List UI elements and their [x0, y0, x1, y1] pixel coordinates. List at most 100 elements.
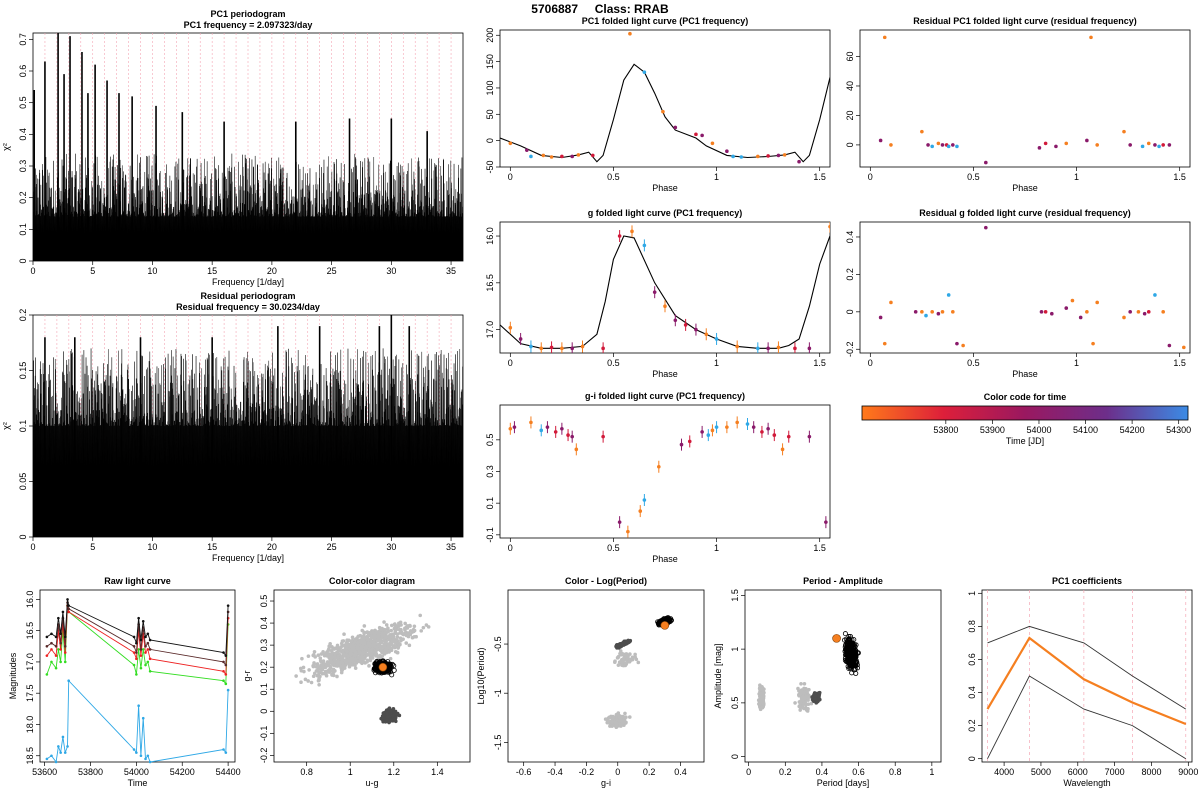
reference-point: [378, 627, 383, 632]
residual-g-folded-xtick-label: 1.5: [1173, 358, 1186, 368]
data-point: [936, 311, 941, 316]
reference-point: [383, 639, 387, 643]
period-amplitude-xtick-label: 0.6: [852, 767, 865, 777]
residual-g-folded-ytick-label: 0.4: [845, 231, 855, 244]
pc1-coefficients-xlabel: Wavelength: [1063, 778, 1110, 788]
g-folded-title: g folded light curve (PC1 frequency): [588, 208, 743, 218]
data-point: [1095, 143, 1099, 147]
data-point: [889, 300, 893, 305]
candidate-point: [848, 641, 854, 647]
data-point: [930, 144, 934, 149]
color-log-period-ytick-label: -0.5: [493, 636, 503, 652]
data-point: [930, 310, 934, 314]
color-color-ytick-label: 0.2: [259, 661, 269, 674]
data-point: [776, 345, 781, 350]
light-curve-point: [226, 688, 230, 692]
data-point: [706, 433, 711, 437]
color-log-period-frame: [507, 589, 705, 763]
data-point: [657, 464, 661, 469]
residual-g-folded-ytick-label: 0.2: [845, 268, 855, 281]
reference-point: [809, 701, 814, 706]
pc1-folded-xlabel: Phase: [652, 183, 678, 193]
color-log-period-xtick-label: -0.2: [579, 767, 595, 777]
reference-point: [371, 640, 376, 644]
color-bar-tick-label: 54300: [1166, 425, 1191, 435]
data-point: [541, 153, 546, 158]
reference-point: [328, 669, 333, 673]
light-curve-point: [224, 663, 228, 667]
pc1-coefficients-ytick-label: 0: [967, 756, 977, 761]
reference-point: [350, 645, 355, 650]
light-curve-point: [45, 654, 49, 657]
reference-point: [321, 649, 325, 654]
reference-point: [343, 658, 347, 663]
reference-point: [294, 674, 298, 678]
data-point: [601, 346, 605, 351]
reference-point: [627, 659, 632, 664]
reference-point: [395, 635, 400, 639]
data-point: [782, 153, 787, 157]
reference-point: [802, 686, 806, 691]
reference-point: [307, 668, 311, 672]
data-point: [772, 433, 777, 437]
light-curve-point: [139, 648, 143, 651]
data-point: [766, 426, 770, 431]
light-curve-point: [139, 654, 143, 657]
data-point: [700, 133, 704, 138]
residual-g-folded-panel: Residual g folded light curve (residual …: [845, 208, 1191, 379]
pc1-periodogram-ytick-label: 0: [18, 258, 28, 263]
raw-light-curve-ytick-label: 18.0: [25, 716, 35, 734]
reference-point: [346, 654, 350, 659]
reference-point: [330, 644, 334, 649]
color-bar-tick-label: 54100: [1073, 425, 1098, 435]
reference-point: [396, 646, 400, 650]
light-curve-point: [61, 735, 65, 739]
residual-periodogram-ytick-label: 0.1: [18, 420, 28, 433]
candidate-point: [850, 647, 856, 653]
data-point: [1064, 141, 1069, 146]
candidate-point: [386, 663, 392, 669]
reference-point: [797, 689, 801, 693]
data-point: [1039, 310, 1044, 314]
data-point: [786, 434, 791, 439]
candidate-point: [852, 666, 858, 672]
reference-point: [353, 666, 358, 670]
data-point: [1161, 143, 1165, 147]
reference-point: [339, 655, 344, 659]
residual-periodogram-ytick-label: 0.2: [18, 309, 28, 322]
period-amplitude-title: Period - Amplitude: [803, 576, 883, 586]
residual-pc1-folded-panel: Residual PC1 folded light curve (residua…: [845, 16, 1191, 193]
gi-folded-ytick-label: 0.1: [485, 497, 495, 510]
reference-point: [603, 717, 608, 721]
reference-point: [371, 631, 375, 635]
candidate-point: [842, 631, 848, 637]
reference-point: [366, 633, 371, 638]
residual-g-folded-xtick-label: 0.5: [967, 358, 980, 368]
reference-point: [329, 656, 334, 661]
light-curve-point: [224, 751, 228, 754]
light-curve-point: [45, 757, 49, 761]
reference-point: [387, 719, 392, 724]
reference-point: [341, 651, 346, 656]
light-curve-point: [224, 682, 228, 686]
reference-point: [379, 648, 384, 653]
color-color-xtick-label: 0.8: [300, 767, 313, 777]
reference-point: [802, 681, 807, 686]
data-point: [549, 155, 554, 159]
light-curve-point: [222, 651, 225, 654]
data-point: [882, 341, 887, 346]
data-point: [673, 125, 678, 130]
reference-point: [397, 713, 402, 718]
data-point: [1037, 146, 1042, 150]
data-point: [924, 313, 928, 318]
light-curve-point: [146, 632, 150, 636]
reference-point: [312, 662, 317, 667]
reference-point: [329, 651, 334, 656]
data-point: [834, 32, 838, 36]
reference-point: [385, 645, 390, 650]
data-point: [570, 154, 574, 159]
reference-point: [793, 701, 797, 705]
light-curve-point: [132, 635, 136, 639]
raw-light-curve-xtick-label: 54200: [170, 767, 195, 777]
light-curve-point: [135, 673, 138, 676]
